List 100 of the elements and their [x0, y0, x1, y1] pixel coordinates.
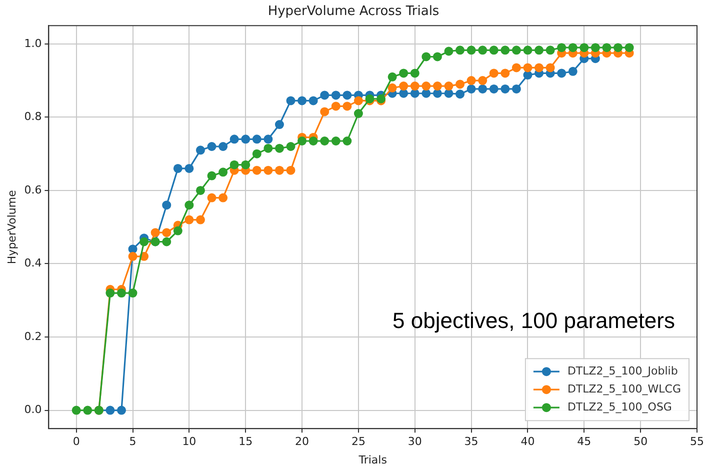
point	[432, 82, 442, 91]
point	[252, 134, 262, 144]
point	[106, 288, 115, 298]
point	[241, 160, 250, 170]
point	[274, 120, 284, 130]
point	[399, 68, 408, 78]
point	[466, 84, 476, 94]
point	[546, 46, 555, 55]
x-axis-title: Trials	[358, 453, 388, 466]
point	[523, 63, 532, 72]
point	[173, 226, 182, 236]
x-tick-label: 45	[577, 435, 592, 448]
point	[298, 96, 307, 106]
point	[320, 107, 330, 116]
x-tick-label: 5	[129, 435, 136, 448]
point	[568, 66, 578, 76]
y-tick-label: 0.8	[24, 110, 42, 124]
point	[500, 84, 510, 94]
point	[184, 200, 194, 210]
point	[410, 82, 420, 91]
point	[354, 96, 363, 106]
point	[489, 46, 498, 55]
point	[72, 406, 81, 415]
legend-label: DTLZ2_5_100_OSG	[567, 400, 672, 414]
point	[140, 237, 149, 246]
point	[500, 46, 510, 55]
x-tick-label: 15	[238, 435, 253, 448]
point	[196, 146, 205, 155]
point	[286, 142, 296, 151]
point	[230, 160, 239, 170]
point	[286, 96, 296, 106]
point	[218, 193, 228, 202]
point	[489, 84, 498, 94]
point	[432, 52, 442, 62]
point	[456, 90, 465, 99]
legend-label: DTLZ2_5_100_WLCG	[567, 382, 682, 396]
point	[590, 43, 600, 52]
x-tick-label: 50	[634, 435, 648, 448]
point	[342, 136, 352, 146]
point	[308, 136, 318, 146]
point	[602, 43, 612, 52]
x-tick-label: 55	[690, 435, 704, 448]
point	[342, 90, 352, 100]
point	[478, 76, 488, 86]
point	[456, 80, 465, 89]
point	[399, 82, 408, 91]
point	[207, 142, 216, 151]
point	[298, 136, 307, 146]
point	[128, 252, 138, 261]
point	[116, 288, 126, 298]
point	[410, 88, 420, 98]
y-tick-label: 1.0	[24, 36, 42, 50]
point	[252, 149, 262, 158]
point	[557, 43, 566, 52]
point	[456, 46, 465, 55]
point	[466, 76, 476, 86]
point	[331, 102, 340, 111]
point	[162, 237, 172, 246]
point	[184, 215, 194, 224]
point	[162, 228, 172, 238]
point	[534, 46, 544, 55]
x-tick-label: 35	[464, 435, 478, 448]
y-axis-title: HyperVolume	[5, 190, 18, 264]
point	[466, 46, 476, 55]
point	[500, 68, 510, 78]
point	[286, 166, 296, 175]
x-tick-label: 0	[72, 435, 80, 448]
point	[218, 168, 228, 177]
point	[207, 193, 216, 202]
annotation: 5 objectives, 100 parameters	[392, 308, 675, 333]
point	[274, 144, 284, 153]
point	[252, 166, 262, 175]
point	[331, 136, 340, 146]
point	[184, 164, 194, 173]
point	[478, 46, 488, 55]
point	[557, 68, 566, 78]
point	[230, 134, 239, 144]
x-tick-label: 20	[295, 435, 310, 448]
point	[331, 90, 340, 100]
chart-title: HyperVolume Across Trials	[268, 4, 440, 20]
point	[116, 406, 126, 415]
x-tick-label: 30	[408, 435, 422, 448]
point	[568, 43, 578, 52]
point	[128, 288, 138, 298]
x-tick-label: 10	[182, 435, 196, 448]
point	[264, 166, 273, 175]
x-tick-label: 40	[520, 435, 535, 448]
point	[264, 134, 273, 144]
point	[523, 46, 532, 55]
point	[354, 109, 363, 118]
point	[614, 43, 623, 52]
point	[410, 68, 420, 78]
y-tick-label: 0.0	[24, 403, 42, 416]
point	[534, 63, 544, 72]
point	[388, 83, 397, 92]
point	[320, 136, 330, 146]
point	[106, 406, 115, 415]
point	[422, 52, 431, 62]
y-tick-label: 0.2	[24, 330, 42, 343]
point	[308, 96, 318, 106]
